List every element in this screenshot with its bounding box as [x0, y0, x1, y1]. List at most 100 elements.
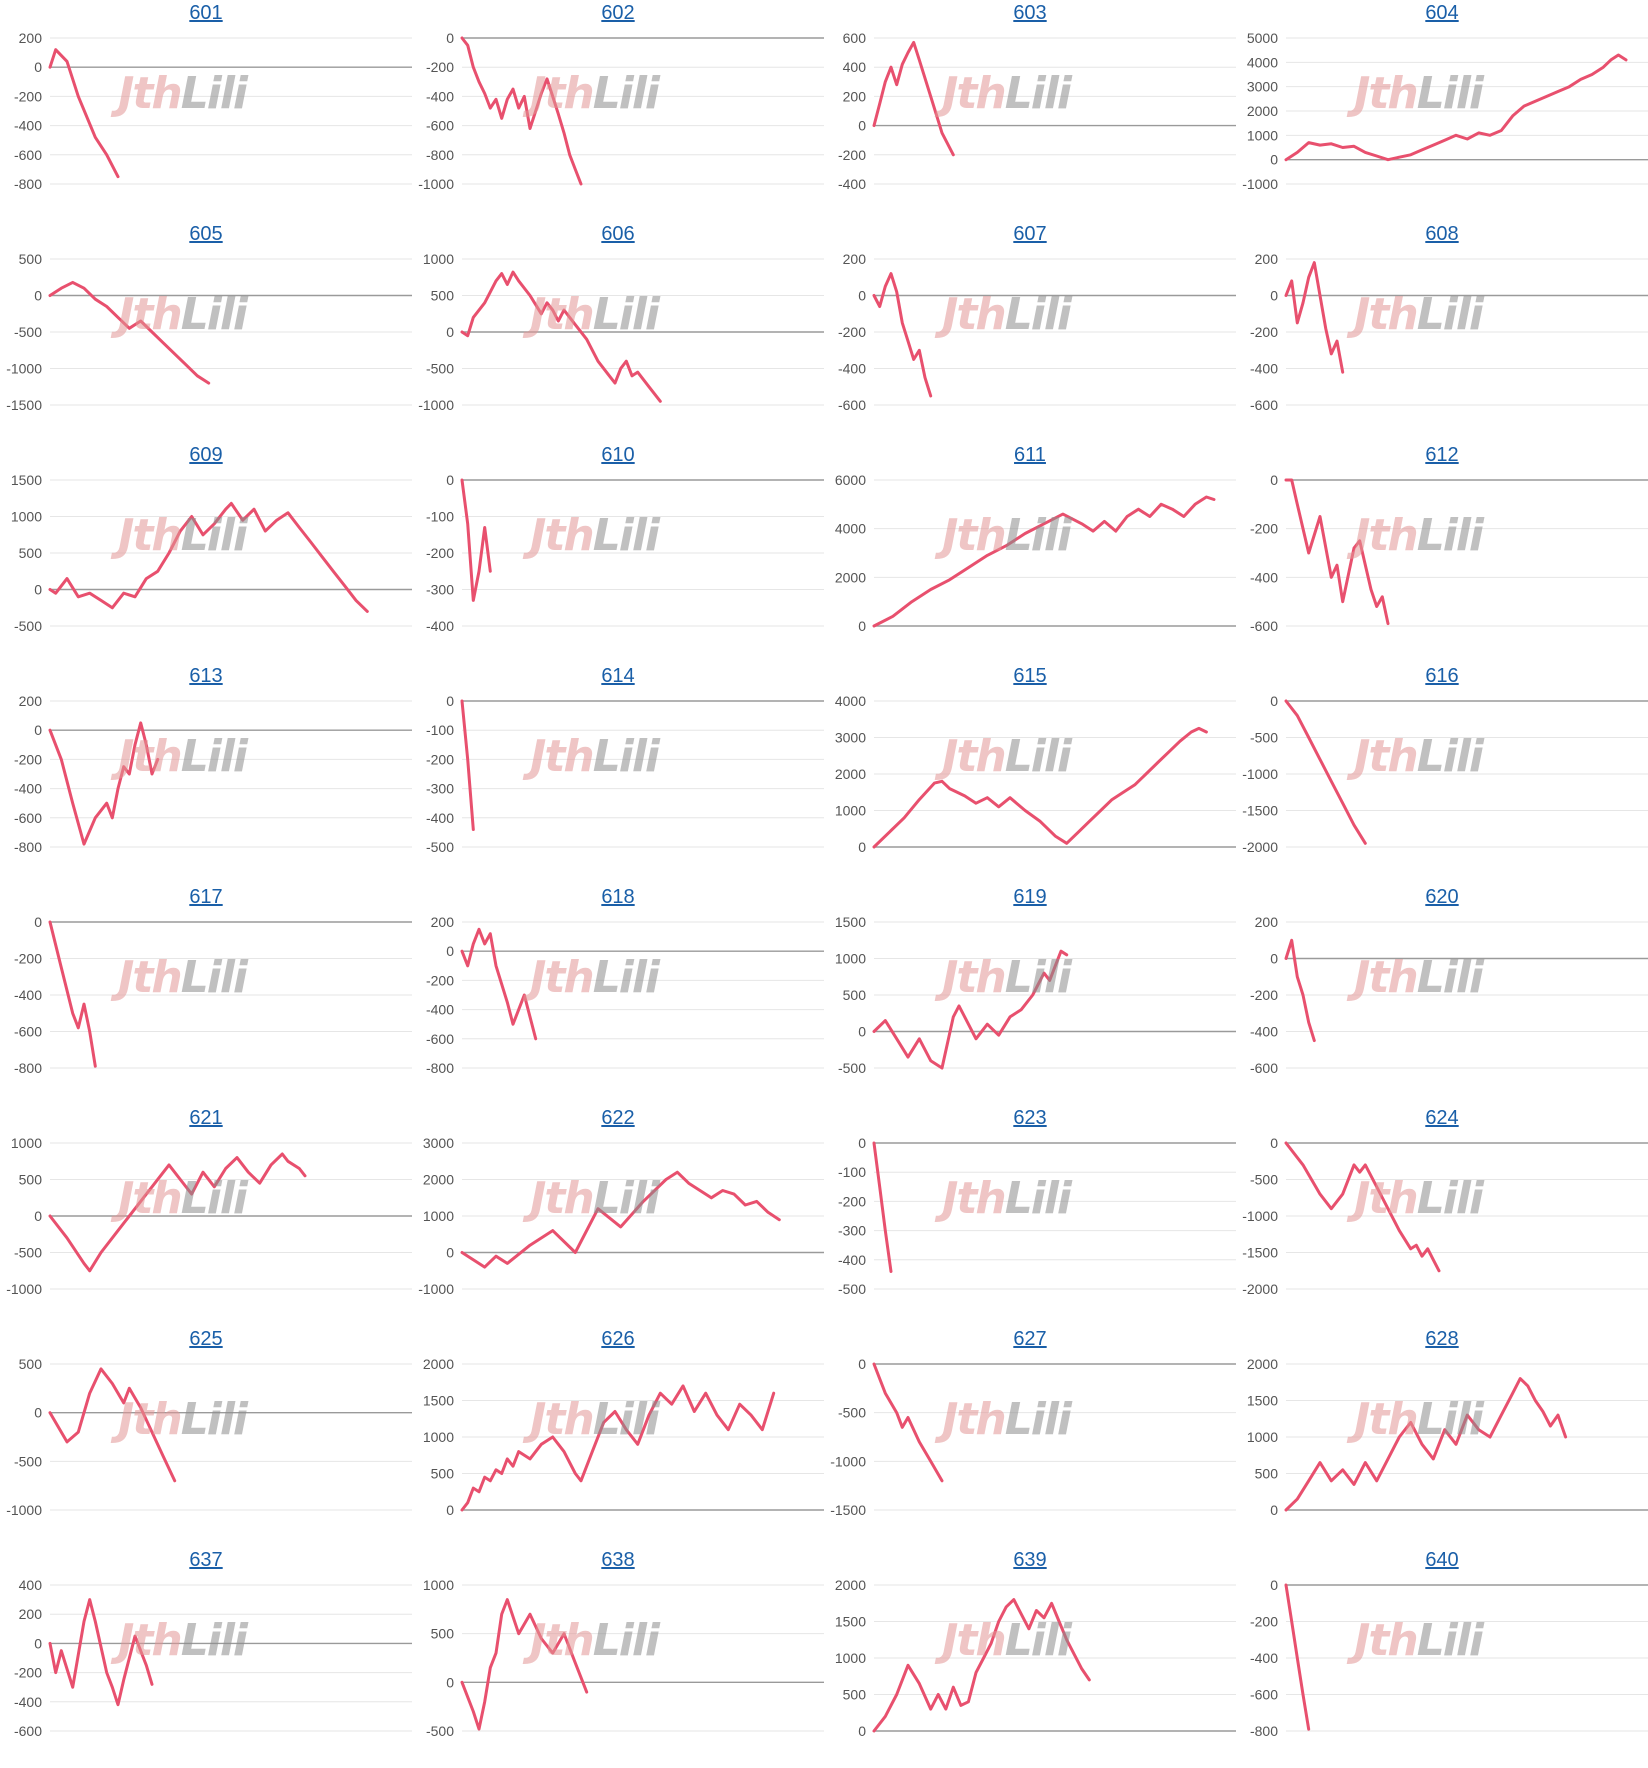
chart-panel-628: 2000 1500 1000 500 0 JthLili 628 [1236, 1326, 1648, 1547]
chart-title-link[interactable]: 606 [601, 223, 635, 245]
y-tick-label: 0 [1270, 1135, 1278, 1151]
y-tick-label: -1000 [6, 1281, 42, 1297]
y-tick-label: -500 [838, 1060, 866, 1076]
y-tick-label: -500 [426, 361, 454, 377]
y-tick-label: -600 [14, 1024, 42, 1040]
series-line [1284, 1583, 1311, 1731]
y-tick-label: 500 [431, 1466, 455, 1482]
y-tick-label: 1500 [835, 1614, 866, 1630]
y-tick-label: -500 [838, 1281, 866, 1297]
chart-svg-627: 0 -500 -1000 -1500 [830, 1356, 1236, 1518]
y-tick-label: -800 [426, 147, 454, 163]
chart-panel-612: 0 -200 -400 -600 JthLili 612 [1236, 442, 1648, 663]
chart-title-link[interactable]: 601 [189, 2, 223, 24]
y-tick-label: 500 [19, 545, 43, 561]
chart-title-link[interactable]: 605 [189, 223, 223, 245]
chart-title-link[interactable]: 625 [189, 1328, 223, 1350]
series-line [48, 1152, 307, 1273]
y-tick-label: 0 [446, 324, 454, 340]
y-tick-label: 0 [446, 30, 454, 46]
y-tick-label: 500 [19, 1172, 43, 1188]
y-tick-label: -600 [1250, 397, 1278, 413]
chart-svg-614: 0 -100 -200 -300 -400 -500 [426, 693, 824, 855]
chart-title-link[interactable]: 627 [1013, 1328, 1047, 1350]
chart-svg-625: 500 0 -500 -1000 [6, 1356, 412, 1518]
chart-title-link[interactable]: 618 [601, 886, 635, 908]
y-tick-label: -400 [1250, 1024, 1278, 1040]
chart-title-link[interactable]: 620 [1425, 886, 1459, 908]
y-tick-label: 1500 [1247, 1393, 1278, 1409]
chart-title-link[interactable]: 623 [1013, 1107, 1047, 1129]
chart-title-link[interactable]: 637 [189, 1549, 223, 1571]
y-tick-label: -1000 [1242, 766, 1278, 782]
chart-panel-618: 200 0 -200 -400 -600 -800 JthLili 618 [412, 884, 824, 1105]
y-tick-label: 200 [843, 251, 867, 267]
chart-title-link[interactable]: 610 [601, 444, 635, 466]
y-tick-label: -1000 [418, 176, 454, 192]
chart-title-link[interactable]: 624 [1425, 1107, 1459, 1129]
chart-title-link[interactable]: 602 [601, 2, 635, 24]
y-tick-label: -200 [1250, 1614, 1278, 1630]
series-line [460, 478, 492, 602]
y-tick-label: 2000 [423, 1172, 454, 1188]
y-tick-label: -300 [426, 781, 454, 797]
y-tick-label: 500 [1255, 1466, 1279, 1482]
series-line [1284, 1377, 1568, 1512]
chart-title-link[interactable]: 608 [1425, 223, 1459, 245]
chart-title-link[interactable]: 617 [189, 886, 223, 908]
chart-title-link[interactable]: 614 [601, 665, 635, 687]
chart-title-link[interactable]: 628 [1425, 1328, 1459, 1350]
y-tick-label: 2000 [835, 569, 866, 585]
chart-title-link[interactable]: 607 [1013, 223, 1047, 245]
y-tick-label: 0 [858, 1135, 866, 1151]
chart-title-link[interactable]: 639 [1013, 1549, 1047, 1571]
y-tick-label: 0 [446, 1674, 454, 1690]
y-tick-label: -300 [838, 1223, 866, 1239]
y-tick-label: 0 [858, 618, 866, 634]
y-tick-label: -1000 [6, 1502, 42, 1518]
y-tick-label: 0 [1270, 152, 1278, 168]
chart-title-link[interactable]: 603 [1013, 2, 1047, 24]
y-tick-label: -600 [426, 118, 454, 134]
y-tick-label: -200 [1250, 987, 1278, 1003]
y-tick-label: -200 [14, 951, 42, 967]
chart-title-link[interactable]: 611 [1014, 444, 1046, 466]
chart-title-link[interactable]: 626 [601, 1328, 635, 1350]
y-tick-label: 5000 [1247, 30, 1278, 46]
chart-title-link[interactable]: 638 [601, 1549, 635, 1571]
chart-title-link[interactable]: 640 [1425, 1549, 1459, 1571]
series-line [1284, 1141, 1441, 1273]
series-line [1284, 261, 1345, 374]
series-line [48, 920, 97, 1068]
y-tick-label: -1000 [1242, 176, 1278, 192]
chart-title-link[interactable]: 621 [189, 1107, 223, 1129]
chart-title-link[interactable]: 616 [1425, 665, 1459, 687]
chart-title-link[interactable]: 612 [1425, 444, 1459, 466]
series-line [460, 36, 583, 186]
y-tick-label: 0 [858, 1024, 866, 1040]
y-tick-label: -1000 [418, 397, 454, 413]
chart-title-link[interactable]: 622 [601, 1107, 635, 1129]
series-line [48, 1367, 177, 1483]
chart-title-link[interactable]: 615 [1013, 665, 1047, 687]
chart-svg-613: 200 0 -200 -400 -600 -800 [14, 693, 412, 855]
chart-title-link[interactable]: 613 [189, 665, 223, 687]
chart-title-link[interactable]: 619 [1013, 886, 1047, 908]
y-tick-label: 4000 [835, 521, 866, 537]
y-tick-label: -200 [838, 147, 866, 163]
y-tick-label: 0 [34, 582, 42, 598]
y-tick-label: 500 [843, 987, 867, 1003]
chart-svg-640: 0 -200 -400 -600 -800 [1250, 1577, 1648, 1739]
chart-title-link[interactable]: 609 [189, 444, 223, 466]
series-line [872, 1141, 893, 1273]
y-tick-label: -800 [14, 176, 42, 192]
chart-panel-607: 200 0 -200 -400 -600 JthLili 607 [824, 221, 1236, 442]
y-tick-label: 1000 [423, 251, 454, 267]
y-tick-label: 1000 [835, 803, 866, 819]
y-tick-label: 0 [1270, 1577, 1278, 1593]
chart-title-link[interactable]: 604 [1425, 2, 1459, 24]
y-tick-label: -500 [14, 1453, 42, 1469]
y-tick-label: 200 [431, 914, 455, 930]
series-line [1284, 478, 1390, 626]
y-tick-label: 4000 [835, 693, 866, 709]
